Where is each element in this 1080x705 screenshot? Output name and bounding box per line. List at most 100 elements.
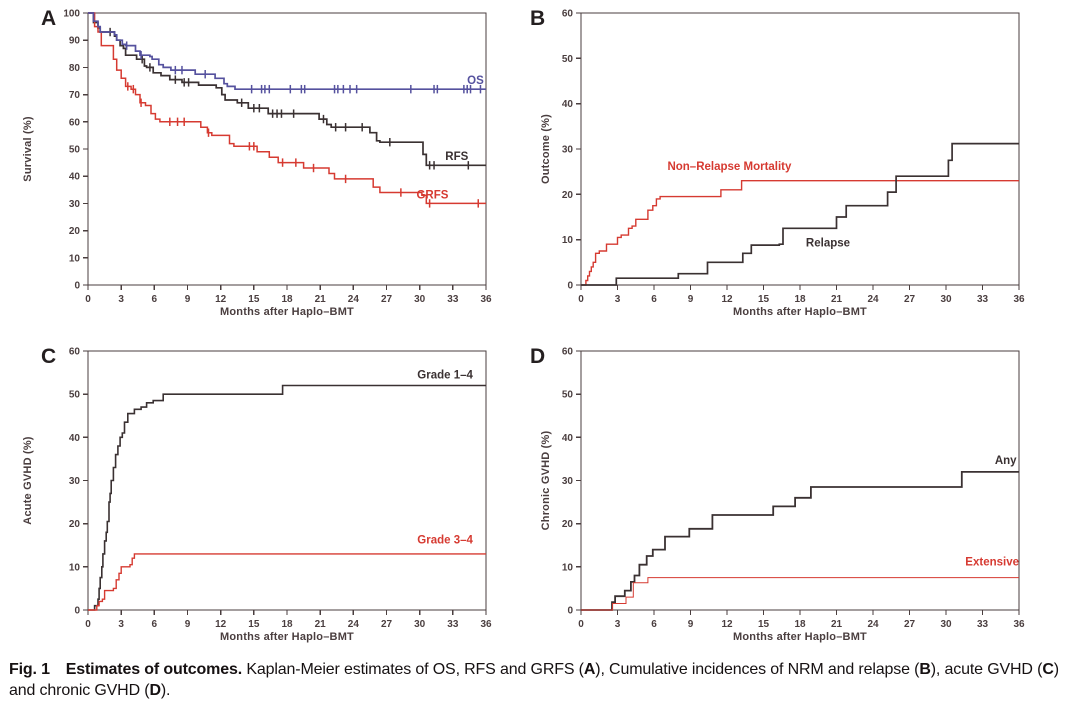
- caption-segment: Fig. 1 Estimates of outcomes.: [9, 661, 243, 678]
- x-tick-label: 15: [248, 619, 260, 630]
- x-tick-label: 21: [831, 294, 843, 305]
- series-label-non-relapse-mortality: Non–Relapse Mortality: [667, 161, 792, 173]
- y-tick-label: 10: [69, 562, 81, 573]
- y-tick-label: 60: [562, 9, 574, 20]
- y-tick-label: 50: [562, 54, 574, 65]
- x-tick-label: 27: [381, 294, 393, 305]
- caption-segment: ) and chronic GVHD (: [9, 661, 1059, 699]
- series-label-rfs: RFS: [445, 151, 468, 163]
- y-axis-title: Outcome (%): [540, 114, 552, 184]
- series-line-grade-1-4: [88, 384, 486, 611]
- y-tick-label: 60: [69, 117, 81, 128]
- x-tick-label: 3: [118, 619, 124, 630]
- series-label-relapse: Relapse: [806, 237, 850, 249]
- caption-segment: B: [919, 661, 931, 678]
- y-tick-label: 20: [69, 226, 81, 237]
- censor-marks-os: [125, 41, 482, 94]
- x-axis: 0 3 6 9 12 15 18 21 24 27 30 33 36: [85, 285, 492, 305]
- series-label-grfs: GRFS: [416, 190, 448, 202]
- x-tick-label: 24: [867, 619, 879, 630]
- y-tick-label: 0: [74, 606, 80, 617]
- y-axis-title: Survival (%): [22, 116, 34, 182]
- y-tick-label: 40: [69, 433, 81, 444]
- y-tick-label: 30: [562, 145, 574, 156]
- plot-frame: [580, 350, 1020, 611]
- series-line-any: [581, 471, 1019, 611]
- y-tick-label: 0: [567, 606, 573, 617]
- caption-segment: D: [149, 681, 161, 699]
- x-tick-label: 6: [651, 294, 657, 305]
- y-tick-label: 10: [69, 253, 81, 264]
- y-tick-label: 60: [562, 347, 574, 358]
- series-label-grade-3-4: Grade 3–4: [417, 535, 473, 547]
- y-axis-title: Acute GVHD (%): [22, 436, 34, 524]
- y-tick-label: 40: [562, 99, 574, 110]
- censor-marks-rfs: [109, 27, 470, 170]
- caption-segment: C: [1042, 661, 1054, 678]
- x-axis: 0 3 6 9 12 15 18 21 24 27 30 33 36: [578, 610, 1025, 630]
- series-line-relapse: [581, 142, 1019, 286]
- series-label-extensive: Extensive: [965, 557, 1019, 569]
- y-tick-label: 0: [74, 281, 80, 292]
- x-tick-label: 15: [248, 294, 260, 305]
- x-tick-label: 18: [281, 294, 293, 305]
- x-tick-label: 33: [447, 619, 459, 630]
- y-tick-label: 30: [69, 199, 81, 210]
- x-tick-label: 24: [348, 619, 360, 630]
- x-tick-label: 12: [215, 619, 227, 630]
- y-tick-label: 40: [562, 433, 574, 444]
- x-tick-label: 3: [615, 294, 621, 305]
- y-tick-label: 70: [69, 90, 81, 101]
- y-tick-label: 30: [562, 476, 574, 487]
- panel-grid: 0 10 20 30 40 50 60 70 80 90 100 0 3 6 9 12 15 18 21 24 27 30…: [22, 9, 1025, 644]
- x-tick-label: 30: [940, 619, 952, 630]
- series-line-grfs: [88, 12, 486, 205]
- x-axis-title: Months after Haplo–BMT: [220, 306, 354, 318]
- x-tick-label: 33: [977, 294, 989, 305]
- y-tick-label: 50: [562, 390, 574, 401]
- series-line-os: [88, 12, 486, 91]
- y-tick-label: 50: [69, 390, 81, 401]
- plot-frame: [87, 12, 487, 286]
- y-tick-label: 60: [69, 347, 81, 358]
- y-tick-label: 0: [567, 281, 573, 292]
- y-tick-label: 30: [69, 476, 81, 487]
- x-tick-label: 24: [348, 294, 360, 305]
- series-label-any: Any: [995, 455, 1017, 467]
- y-tick-label: 50: [69, 145, 81, 156]
- series-label-os: OS: [467, 75, 484, 87]
- y-tick-label: 20: [562, 519, 574, 530]
- y-tick-label: 40: [69, 172, 81, 183]
- x-axis: 0 3 6 9 12 15 18 21 24 27 30 33 36: [578, 285, 1025, 305]
- y-axis: 0 10 20 30 40 50 60: [562, 9, 581, 292]
- figure-caption: Fig. 1 Estimates of outcomes. Kaplan-Mei…: [9, 660, 1067, 702]
- x-axis: 0 3 6 9 12 15 18 21 24 27 30 33 36: [85, 610, 492, 630]
- panel-letter-b: B: [530, 7, 546, 30]
- y-tick-label: 90: [69, 36, 81, 47]
- x-tick-label: 3: [615, 619, 621, 630]
- plot-frame: [87, 350, 487, 611]
- caption-segment: ), Cumulative incidences of NRM and rela…: [595, 661, 920, 678]
- x-tick-label: 30: [940, 294, 952, 305]
- x-tick-label: 0: [85, 619, 91, 630]
- x-tick-label: 0: [578, 619, 584, 630]
- panel-letter-d: D: [530, 345, 546, 368]
- y-axis: 0 10 20 30 40 50 60 70 80 90 100: [63, 9, 88, 292]
- x-tick-label: 30: [414, 619, 426, 630]
- y-tick-label: 20: [69, 519, 81, 530]
- series-label-grade-1-4: Grade 1–4: [417, 370, 473, 382]
- x-tick-label: 3: [118, 294, 124, 305]
- series-line-non-relapse-mortality: [581, 180, 1019, 286]
- x-tick-label: 36: [1013, 294, 1025, 305]
- series-line-extensive: [581, 577, 1019, 611]
- x-axis-title: Months after Haplo–BMT: [733, 306, 867, 318]
- x-tick-label: 12: [721, 294, 733, 305]
- x-tick-label: 18: [281, 619, 293, 630]
- x-tick-label: 27: [904, 619, 916, 630]
- y-tick-label: 100: [63, 9, 80, 20]
